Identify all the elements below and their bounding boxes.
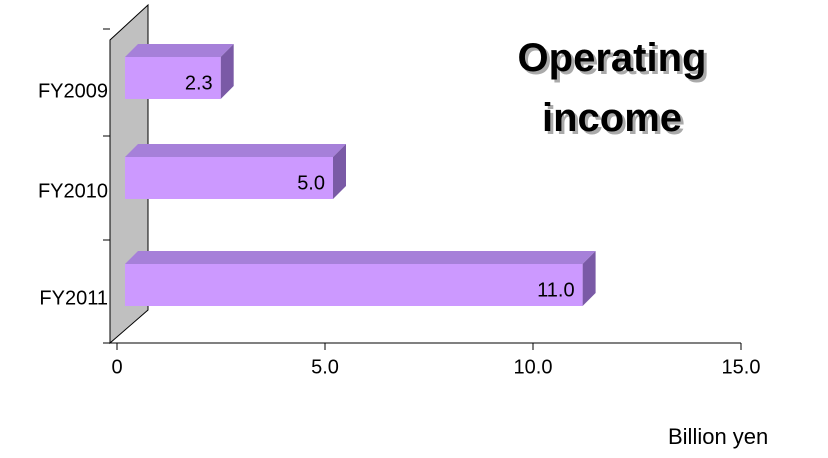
- y-tick-label: FY2009: [38, 80, 108, 102]
- bar: [125, 57, 221, 99]
- value-label: 5.0: [297, 172, 325, 194]
- bar-top: [125, 44, 234, 57]
- value-label: 2.3: [185, 72, 213, 94]
- axis-unit: Billion yen: [668, 424, 769, 449]
- chart-title: Operating income: [517, 36, 707, 140]
- x-tick-label: 0: [111, 356, 122, 378]
- bar-top: [125, 251, 596, 264]
- y-tick-label: FY2011: [39, 287, 108, 309]
- bar-top: [125, 144, 346, 157]
- bar: [125, 157, 333, 199]
- x-tick-label: 15.0: [722, 356, 761, 378]
- x-tick-label: 5.0: [311, 356, 339, 378]
- x-tick-label: 10.0: [514, 356, 553, 378]
- bar-side: [582, 251, 596, 306]
- bar-side: [333, 144, 346, 199]
- value-label: 11.0: [537, 279, 574, 301]
- y-tick-label: FY2010: [38, 180, 108, 202]
- bar: [125, 264, 583, 306]
- bar-side: [220, 44, 234, 99]
